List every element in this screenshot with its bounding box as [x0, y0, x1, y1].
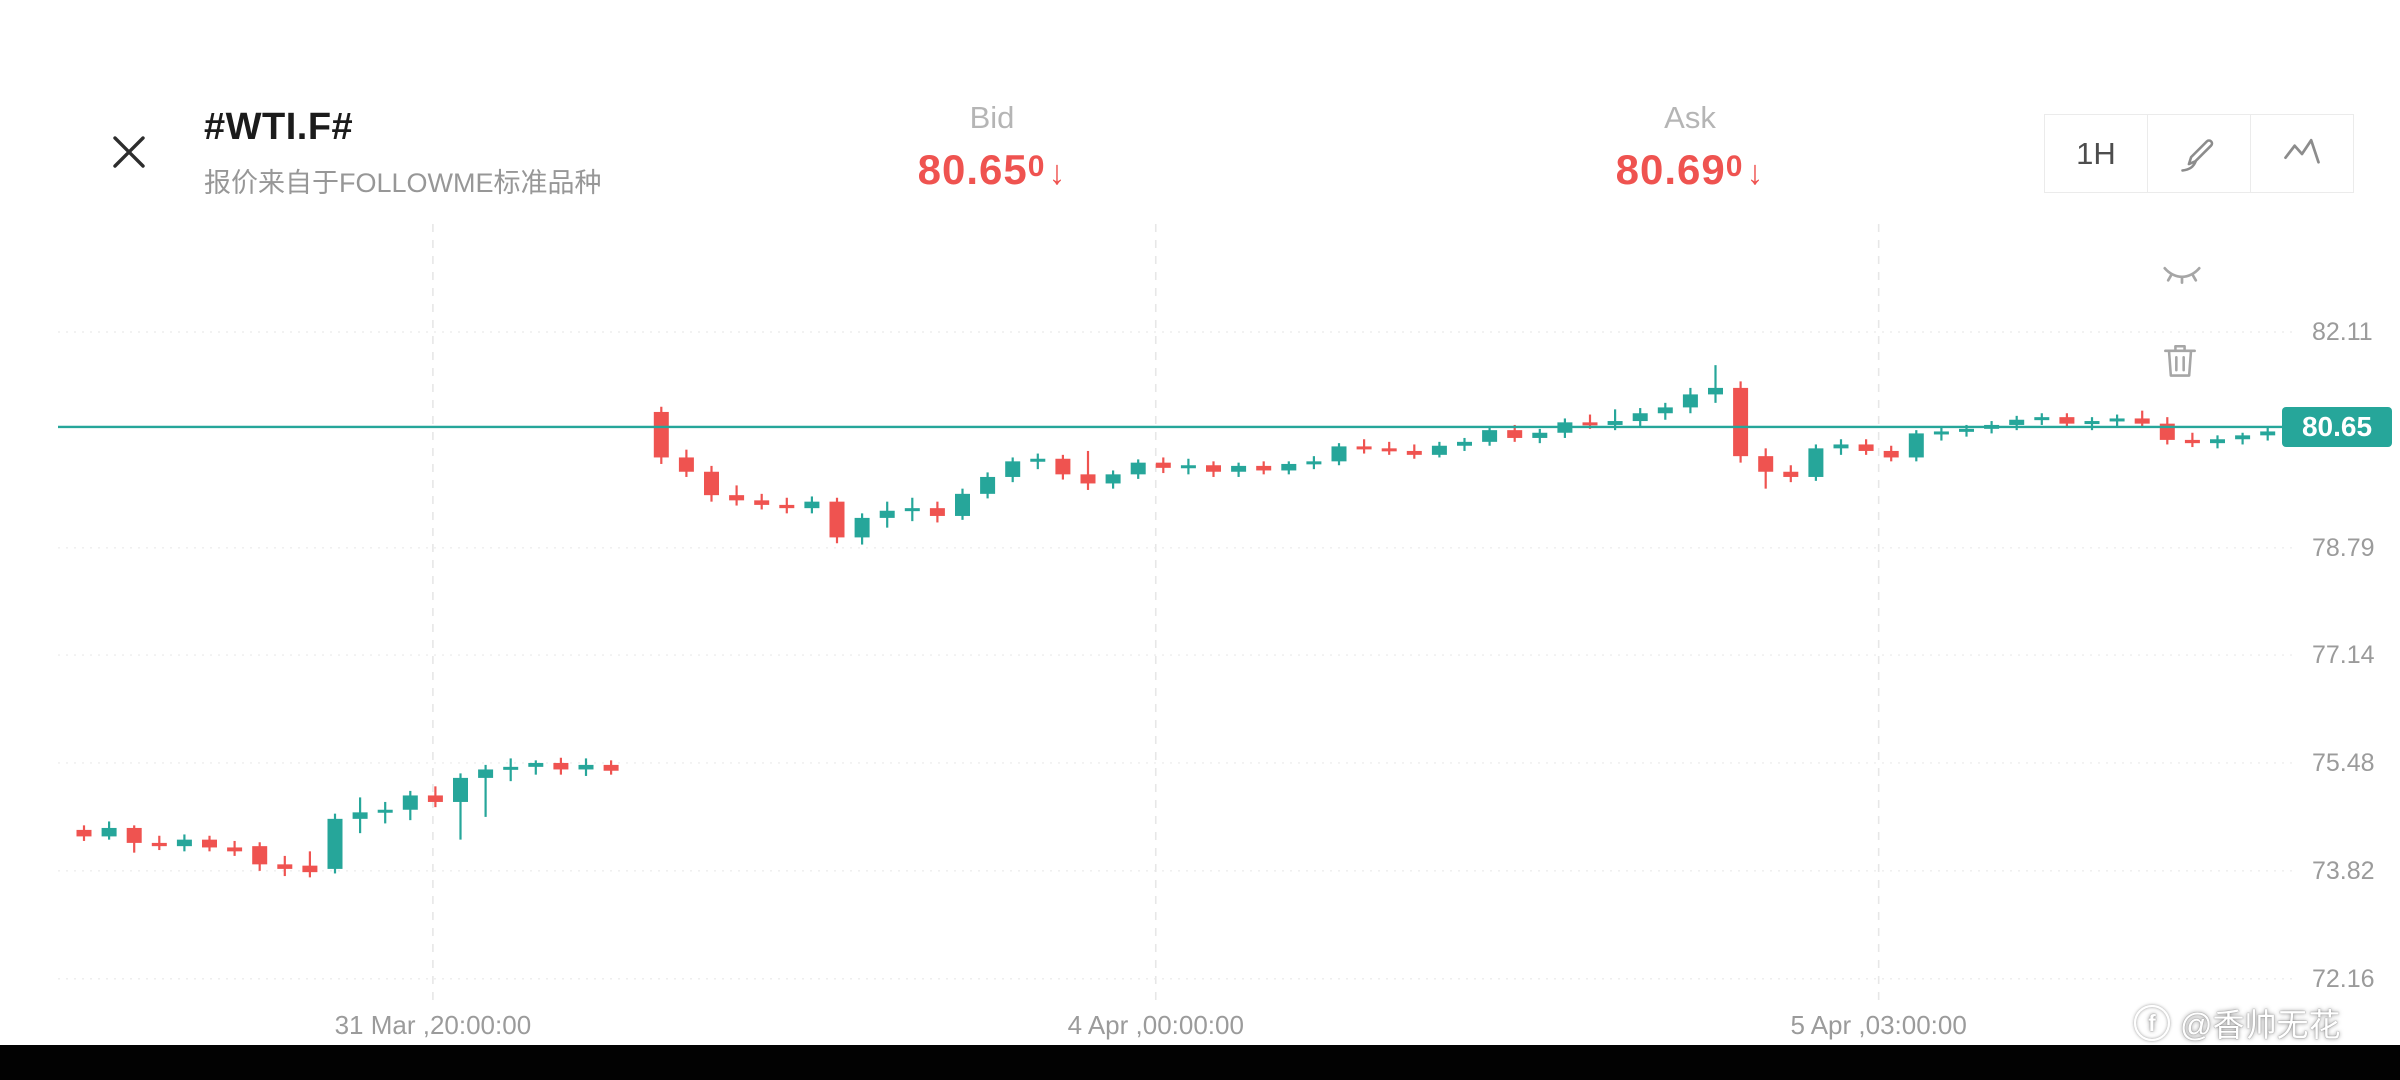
watermark: f @香帅无花 [2134, 1000, 2341, 1046]
bid-price: 80.650↓ [918, 146, 1067, 194]
ask-quote: Ask 80.690↓ [1616, 100, 1765, 194]
indicator-tool-button[interactable] [2250, 115, 2353, 192]
ask-price-main: 80.69 [1615, 146, 1726, 193]
symbol-subtitle: 报价来自于FOLLOWME标准品种 [204, 168, 602, 198]
ask-price: 80.690↓ [1616, 146, 1765, 194]
draw-tool-icon [2181, 138, 2214, 172]
time-axis-label: 31 Mar ,20:00:00 [334, 1010, 532, 1040]
line-chart-icon [2284, 138, 2320, 164]
price-axis-label: 72.16 [2312, 964, 2375, 993]
price-axis-label: 78.79 [2312, 533, 2375, 562]
symbol-block: #WTI.F# 报价来自于FOLLOWME标准品种 [204, 106, 602, 200]
time-axis-label: 4 Apr ,00:00:00 [1067, 1010, 1244, 1040]
bid-quote: Bid 80.650↓ [918, 100, 1067, 194]
price-axis-label: 82.11 [2312, 318, 2373, 346]
timeframe-button[interactable]: 1H [2045, 115, 2147, 192]
chart-controls: 1H [2044, 114, 2354, 193]
bid-label: Bid [969, 100, 1015, 135]
ask-price-pip: 0 [1725, 150, 1744, 183]
bid-price-main: 80.65 [917, 146, 1028, 193]
price-axis-label: 77.14 [2312, 641, 2375, 670]
bottom-bar [0, 1045, 2400, 1080]
price-axis-label: 75.48 [2312, 748, 2375, 777]
ask-label: Ask [1664, 100, 1716, 135]
watermark-handle: @香帅无花 [2180, 1007, 2341, 1043]
bid-price-pip: 0 [1027, 150, 1046, 183]
bid-down-arrow-icon: ↓ [1048, 154, 1067, 192]
eye-closed-icon [2163, 266, 2201, 284]
close-icon [113, 136, 145, 168]
followme-logo-icon: f [2134, 1005, 2170, 1041]
trash-icon [2164, 344, 2196, 377]
draw-tool-button[interactable] [2147, 115, 2250, 192]
delete-drawing-button[interactable] [2157, 338, 2203, 384]
hide-drawing-button[interactable] [2159, 250, 2205, 296]
time-axis-label: 5 Apr ,03:00:00 [1790, 1010, 1967, 1040]
current-price-badge: 80.65 [2282, 406, 2392, 447]
timeframe-label: 1H [2076, 135, 2116, 171]
candlestick-chart[interactable]: 82.11 78.79 77.14 75.48 73.82 72.16 31 Mar ,2… [0, 210, 2400, 1045]
ask-down-arrow-icon: ↓ [1746, 154, 1765, 192]
symbol-title: #WTI.F# [204, 106, 354, 148]
followme-logo-letter: f [2148, 1009, 2156, 1036]
price-axis-label: 73.82 [2312, 856, 2375, 885]
close-button[interactable] [103, 126, 155, 178]
